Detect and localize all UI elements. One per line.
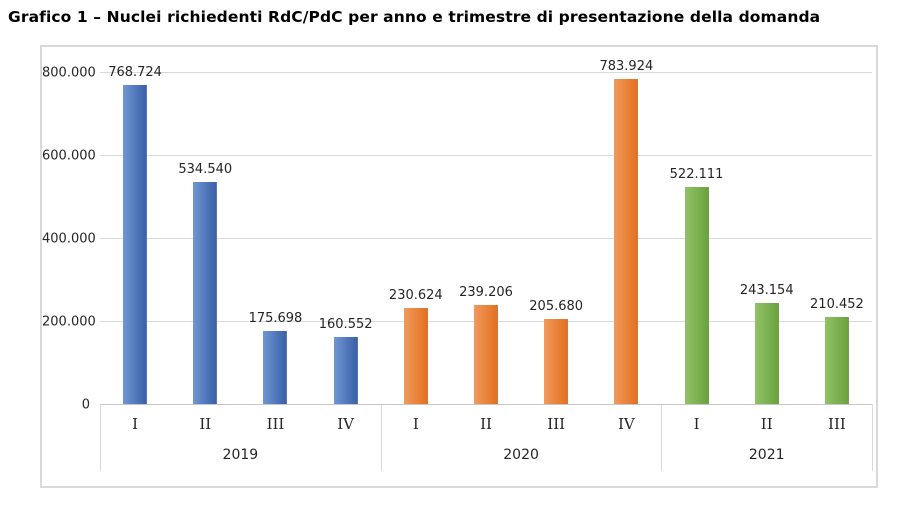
- x-axis-year-label: 2019: [222, 447, 259, 463]
- axis-divider: [100, 404, 101, 471]
- y-axis-tick-label: 200.000: [42, 314, 96, 330]
- y-axis-tick-label: 400.000: [42, 231, 96, 247]
- bar-2020-III: [544, 318, 569, 404]
- bar-value-label: 239.206: [459, 284, 513, 300]
- bar-2019-I: [123, 84, 148, 404]
- axis-divider: [380, 404, 382, 471]
- x-axis-quarter-label: I: [412, 415, 419, 433]
- bar-value-label: 205.680: [529, 298, 584, 314]
- bar-2020-I: [403, 308, 428, 404]
- gridline-400.000: [100, 238, 872, 239]
- y-axis-tick-label: 0: [81, 397, 90, 413]
- bar-value-label: 783.924: [599, 58, 654, 74]
- bar-value-label: 175.698: [248, 311, 303, 327]
- y-axis-tick-label: 800.000: [42, 65, 96, 81]
- x-axis-quarter-label: I: [693, 415, 700, 433]
- bar-2020-IV: [614, 78, 639, 404]
- bar-value-label: 243.154: [739, 283, 794, 299]
- chart-card: 0 200.000 400.000 600.000 800.000 768.724 I 534…: [40, 45, 878, 488]
- bar-2020-II: [474, 304, 498, 404]
- x-axis-year-label: 2020: [503, 447, 539, 463]
- bar-value-label: 160.552: [318, 317, 373, 333]
- bar-value-label: 230.624: [388, 288, 443, 304]
- x-axis-quarter-label: III: [828, 415, 846, 433]
- y-axis-tick-label: 600.000: [42, 148, 96, 164]
- x-axis-quarter-label: I: [132, 415, 139, 433]
- x-axis-quarter-label: II: [760, 415, 773, 433]
- axis-divider: [661, 404, 663, 471]
- x-axis-quarter-label: II: [199, 415, 212, 433]
- x-axis-quarter-label: III: [266, 415, 285, 433]
- x-axis-quarter-label: II: [480, 415, 492, 433]
- chart-plot-area: 0 200.000 400.000 600.000 800.000 768.724 I 534…: [42, 47, 876, 486]
- bar-value-label: 768.724: [108, 64, 162, 80]
- chart-title: Grafico 1 – Nuclei richiedenti RdC/PdC p…: [8, 8, 821, 26]
- bar-2021-III: [824, 316, 849, 404]
- bar-2019-III: [263, 331, 288, 404]
- bar-2021-II: [754, 303, 779, 404]
- bar-value-label: 534.540: [178, 162, 233, 178]
- gridline-600.000: [100, 155, 872, 156]
- bar-value-label: 210.452: [810, 296, 864, 312]
- gridline-800.000: [100, 72, 872, 73]
- axis-divider: [872, 404, 873, 471]
- bar-2019-IV: [333, 337, 358, 404]
- x-axis-year-label: 2021: [748, 447, 785, 463]
- bar-value-label: 522.111: [669, 167, 724, 183]
- x-axis-quarter-label: IV: [337, 415, 355, 433]
- bar-2019-II: [193, 182, 218, 404]
- bar-2021-I: [684, 187, 709, 404]
- x-axis-quarter-label: III: [547, 415, 566, 433]
- x-axis-line: [100, 404, 872, 405]
- x-axis-quarter-label: IV: [617, 415, 635, 433]
